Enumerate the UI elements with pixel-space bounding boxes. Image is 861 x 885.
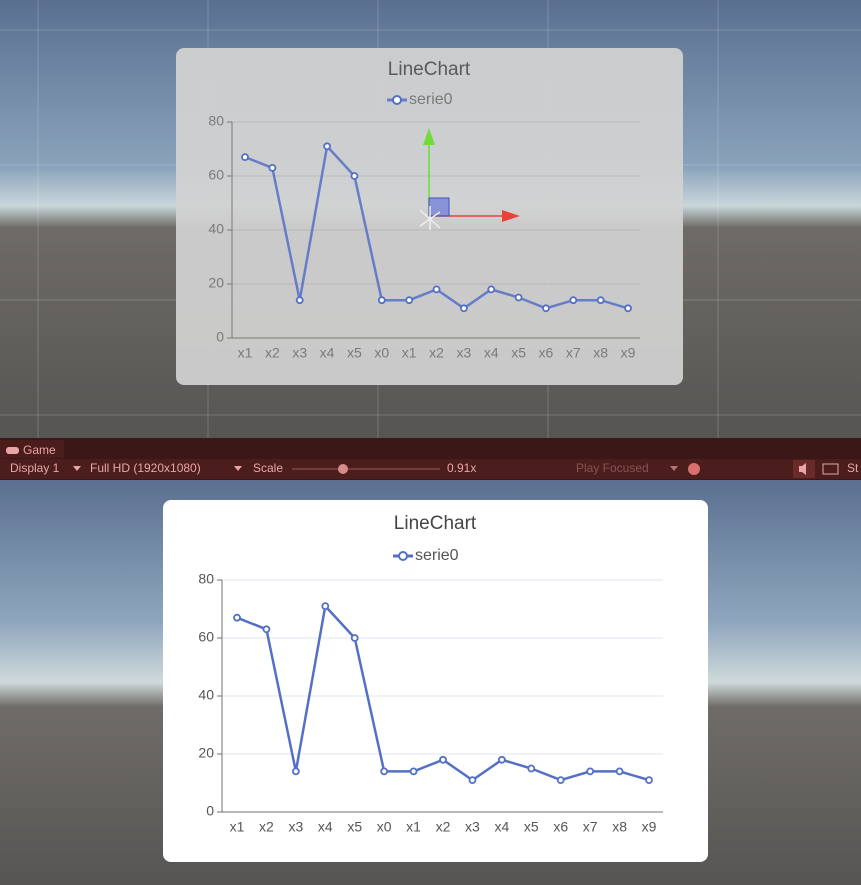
y-tick-label: 0 xyxy=(206,803,214,819)
x-tick-label: x9 xyxy=(621,345,636,361)
data-point xyxy=(497,755,506,764)
x-tick-label: x5 xyxy=(347,819,362,835)
data-point xyxy=(409,767,418,776)
data-point xyxy=(596,296,605,305)
y-tick-label: 40 xyxy=(198,687,214,703)
data-point xyxy=(487,285,496,294)
data-point xyxy=(468,776,477,784)
data-point xyxy=(542,304,550,313)
x-tick-label: x4 xyxy=(484,345,499,361)
x-tick-label: x2 xyxy=(259,819,274,835)
scale-slider-thumb[interactable] xyxy=(338,464,348,474)
resolution-dropdown[interactable]: Full HD (1920x1080) xyxy=(90,461,201,475)
data-point xyxy=(624,304,632,313)
data-point xyxy=(569,296,578,305)
display-dropdown[interactable]: Display 1 xyxy=(10,461,60,475)
y-tick-label: 0 xyxy=(216,329,224,345)
scale-value: 0.91x xyxy=(447,461,476,475)
data-point xyxy=(321,602,330,610)
x-tick-label: x5 xyxy=(347,345,362,361)
x-tick-label: x5 xyxy=(511,345,526,361)
data-point xyxy=(350,634,359,642)
scene-chart: LineChart 0 20 40 60 80 x1 x2 x3 x4 x5 x0 x1 x2 x3 x4 x5… xyxy=(208,59,640,361)
bug-icon[interactable] xyxy=(688,463,700,475)
x-tick-label: x6 xyxy=(553,819,568,835)
data-point xyxy=(323,142,331,151)
transform-gizmo xyxy=(419,128,520,230)
x-tick-label: x2 xyxy=(265,345,280,361)
data-point xyxy=(291,767,300,776)
x-tick-label: x1 xyxy=(238,345,253,361)
x-tick-label: x8 xyxy=(612,819,627,835)
stats-button[interactable]: St xyxy=(847,461,859,475)
x-tick-label: x3 xyxy=(465,819,480,835)
data-point xyxy=(459,304,468,313)
data-point xyxy=(586,767,595,776)
data-point xyxy=(241,153,249,162)
tab-label[interactable]: Game xyxy=(23,443,56,457)
legend-label: serie0 xyxy=(409,91,453,108)
x-tick-label: x0 xyxy=(374,345,389,361)
y-tick-label: 60 xyxy=(198,629,214,645)
x-tick-label: x5 xyxy=(524,819,539,835)
data-point xyxy=(615,767,624,776)
legend-marker xyxy=(392,95,402,105)
y-tick-label: 80 xyxy=(198,571,214,587)
data-point xyxy=(514,293,523,302)
legend-label: serie0 xyxy=(415,547,459,564)
x-tick-label: x4 xyxy=(494,819,509,835)
dropdown-arrow xyxy=(73,466,81,471)
x-tick-label: x0 xyxy=(377,819,392,835)
data-point xyxy=(645,776,653,784)
data-point xyxy=(556,776,565,784)
x-tick-label: x3 xyxy=(288,819,303,835)
dropdown-arrow xyxy=(234,466,242,471)
data-point xyxy=(439,755,447,764)
y-tick-label: 40 xyxy=(208,221,224,237)
x-tick-label: x9 xyxy=(642,819,657,835)
y-tick-label: 20 xyxy=(198,745,214,761)
y-tick-label: 20 xyxy=(208,275,224,291)
x-tick-label: x7 xyxy=(583,819,598,835)
x-tick-label: x1 xyxy=(402,345,417,361)
data-point xyxy=(380,767,389,776)
data-point xyxy=(350,172,359,180)
data-point xyxy=(262,625,271,634)
data-point xyxy=(527,764,536,773)
x-tick-label: x1 xyxy=(406,819,421,835)
dropdown-arrow xyxy=(670,466,678,471)
play-mode-dropdown[interactable]: Play Focused xyxy=(576,461,649,475)
game-chart: LineChart 0 20 40 60 80 x1 x2 x3 x4 x5 x0 x1 x2 x3 x4 x5… xyxy=(198,513,663,835)
keyboard-icon[interactable] xyxy=(822,463,839,475)
x-tick-label: x3 xyxy=(292,345,307,361)
x-tick-label: x3 xyxy=(456,345,471,361)
scale-label: Scale xyxy=(253,461,283,475)
x-tick-label: x7 xyxy=(566,345,581,361)
data-point xyxy=(432,285,441,294)
mute-icon xyxy=(799,463,806,475)
data-point xyxy=(233,613,241,622)
x-tick-label: x4 xyxy=(318,819,333,835)
x-tick-label: x6 xyxy=(539,345,554,361)
x-tick-label: x8 xyxy=(593,345,608,361)
x-tick-label: x2 xyxy=(429,345,444,361)
data-point xyxy=(295,296,304,305)
chart-title: LineChart xyxy=(394,513,477,534)
y-tick-label: 60 xyxy=(208,167,224,183)
data-point xyxy=(405,296,414,305)
x-tick-label: x1 xyxy=(230,819,245,835)
data-point xyxy=(268,163,277,172)
x-tick-label: x2 xyxy=(436,819,451,835)
chart-title: LineChart xyxy=(388,59,471,80)
game-icon xyxy=(6,447,19,454)
legend-marker xyxy=(398,551,408,561)
x-tick-label: x4 xyxy=(320,345,335,361)
data-point xyxy=(377,296,386,305)
y-tick-label: 80 xyxy=(208,113,224,129)
